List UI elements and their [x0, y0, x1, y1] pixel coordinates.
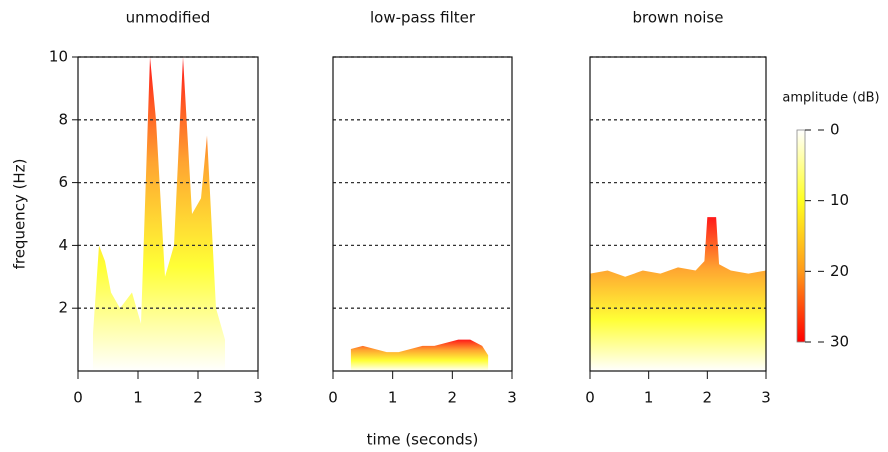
x-tick-label: 0: [585, 389, 595, 407]
y-tick-label: 2: [58, 299, 68, 317]
spectrum-area: [350, 339, 489, 371]
spectrum-area: [590, 217, 766, 371]
colorbar-label: 30: [830, 333, 849, 351]
panel-title: unmodified: [126, 9, 211, 27]
x-tick-label: 1: [388, 389, 398, 407]
x-tick-label: 2: [448, 389, 458, 407]
x-tick-label: 0: [73, 389, 83, 407]
plot-frame: [332, 56, 513, 372]
plot-frame: [77, 56, 259, 372]
panel-title: brown noise: [633, 9, 724, 27]
colorbar-label: 20: [830, 262, 849, 280]
colorbar-title: amplitude (dB): [782, 91, 879, 106]
x-tick-label: 3: [253, 389, 263, 407]
y-tick-label: 6: [58, 173, 68, 191]
y-tick-label: 8: [58, 110, 68, 128]
y-tick-label: 10: [49, 48, 68, 66]
x-tick-label: 3: [761, 389, 771, 407]
x-tick-label: 2: [193, 389, 203, 407]
y-axis-label: frequency (Hz): [11, 159, 29, 270]
colorbar-label: 10: [830, 191, 849, 209]
y-tick-label: 4: [58, 236, 68, 254]
x-tick-label: 1: [644, 389, 654, 407]
x-tick-label: 3: [507, 389, 517, 407]
x-tick-label: 2: [703, 389, 713, 407]
x-tick-label: 0: [328, 389, 338, 407]
x-axis-label: time (seconds): [367, 431, 479, 449]
x-tick-label: 1: [133, 389, 143, 407]
spectrum-area: [93, 57, 225, 371]
plot-frame: [589, 56, 767, 372]
colorbar-label: 0: [830, 121, 840, 139]
panel-title: low-pass filter: [370, 9, 476, 27]
colorbar: [796, 129, 806, 343]
